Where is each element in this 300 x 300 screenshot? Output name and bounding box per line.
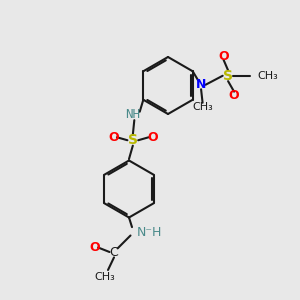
Text: O: O xyxy=(229,89,239,102)
Text: O: O xyxy=(218,50,229,63)
Text: N: N xyxy=(196,78,206,91)
Text: S: S xyxy=(128,133,138,147)
Text: O: O xyxy=(108,131,119,144)
Text: C: C xyxy=(110,245,118,259)
Text: O: O xyxy=(147,131,158,144)
Text: N⁻H: N⁻H xyxy=(137,226,163,239)
Text: CH₃: CH₃ xyxy=(257,71,278,81)
Text: CH₃: CH₃ xyxy=(94,272,116,283)
Text: S: S xyxy=(223,69,233,83)
Text: O: O xyxy=(89,241,100,254)
Text: NH: NH xyxy=(125,108,140,121)
Text: CH₃: CH₃ xyxy=(192,102,213,112)
